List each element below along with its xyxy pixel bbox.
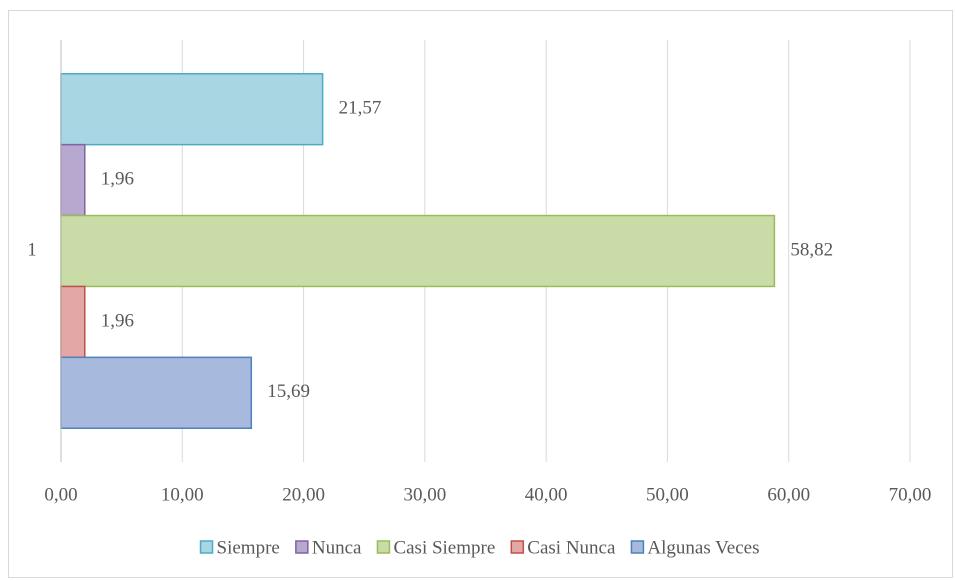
legend-label: Casi Siempre bbox=[393, 537, 495, 558]
legend-label: Algunas Veces bbox=[647, 537, 759, 558]
bar bbox=[60, 143, 86, 217]
legend-swatch bbox=[630, 540, 645, 554]
x-tick-label: 0,00 bbox=[44, 484, 77, 505]
x-tick-label: 10,00 bbox=[161, 484, 204, 505]
x-tick-label: 30,00 bbox=[403, 484, 446, 505]
legend-swatch bbox=[376, 540, 391, 554]
x-tick-label: 40,00 bbox=[525, 484, 568, 505]
data-label: 21,57 bbox=[339, 98, 382, 119]
x-tick-label: 60,00 bbox=[767, 484, 810, 505]
legend-swatch bbox=[295, 540, 309, 554]
data-label: 58,82 bbox=[790, 239, 833, 260]
legend-label: Nunca bbox=[312, 537, 362, 558]
bar bbox=[60, 214, 776, 288]
data-label: 15,69 bbox=[267, 381, 310, 402]
x-tick-label: 50,00 bbox=[646, 484, 689, 505]
bar bbox=[60, 73, 324, 146]
legend-label: Casi Nunca bbox=[527, 537, 616, 558]
bar bbox=[60, 356, 253, 429]
legend-swatch bbox=[199, 540, 214, 554]
legend-label: Siempre bbox=[217, 537, 280, 558]
x-tick-label: 20,00 bbox=[282, 484, 325, 505]
data-label: 1,96 bbox=[101, 168, 134, 189]
y-tick-label: 1 bbox=[27, 239, 37, 260]
data-label: 1,96 bbox=[101, 310, 134, 331]
bar bbox=[60, 285, 86, 359]
x-tick-label: 70,00 bbox=[889, 484, 932, 505]
legend-swatch bbox=[510, 540, 525, 554]
